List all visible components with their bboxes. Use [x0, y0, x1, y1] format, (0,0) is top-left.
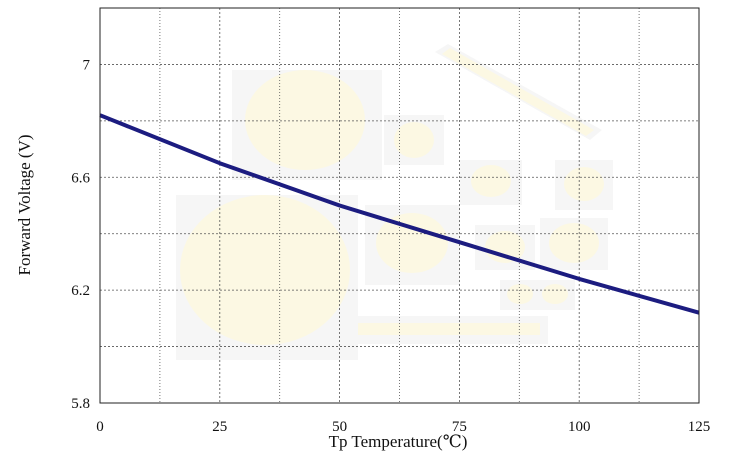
y-tick-label: 7: [83, 57, 91, 73]
y-tick-label: 6.6: [71, 170, 90, 186]
x-tick-label: 25: [212, 419, 227, 435]
x-tick-label: 50: [332, 419, 347, 435]
watermark-led-image: [176, 44, 613, 360]
y-tick-label: 6.2: [71, 283, 90, 299]
plot-frame: [99, 7, 700, 404]
y-axis-title: Forward Voltage (V): [15, 134, 34, 275]
x-tick-label: 100: [568, 419, 591, 435]
y-tick-label: 5.8: [71, 396, 90, 412]
x-tick-labels: 0 25 50 75 100 125: [96, 419, 710, 435]
x-tick-label: 75: [452, 419, 467, 435]
x-tick-label: 125: [688, 419, 711, 435]
series-line: [99, 113, 700, 315]
grid-lines: [100, 8, 699, 403]
x-axis-title: Tp Temperature(℃): [329, 432, 468, 451]
y-tick-labels: 5.8 6.2 6.6 7: [71, 57, 90, 412]
x-tick-label: 0: [96, 419, 104, 435]
series-layer: [99, 113, 700, 315]
